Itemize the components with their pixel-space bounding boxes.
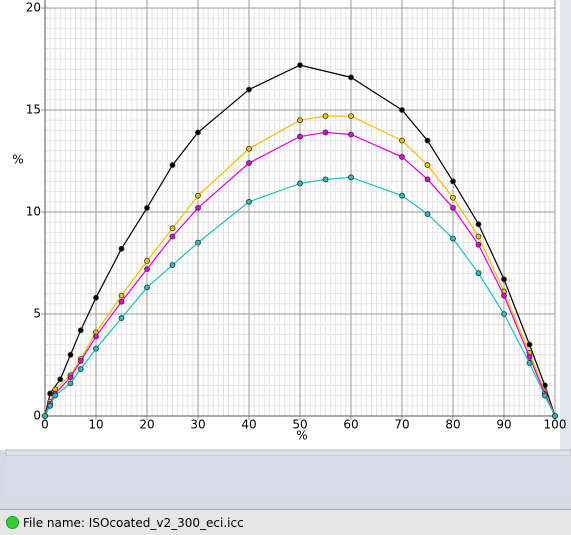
data-point: [501, 292, 507, 299]
y-tick-label: 0: [33, 409, 41, 423]
x-tick-label: 40: [241, 418, 256, 432]
data-point: [475, 241, 482, 248]
data-point: [424, 137, 431, 144]
x-tick-label: 90: [496, 418, 511, 432]
data-point: [450, 235, 456, 242]
data-point: [399, 137, 405, 144]
panel: [6, 456, 571, 496]
x-axis-label: %: [296, 429, 307, 443]
status-icon: [6, 516, 19, 529]
data-point: [348, 113, 354, 120]
data-point: [77, 366, 84, 372]
data-point: [195, 239, 201, 246]
data-point: [246, 145, 252, 152]
data-point: [501, 311, 507, 317]
data-point: [195, 192, 201, 199]
y-tick-label: 10: [26, 205, 41, 219]
data-point: [475, 221, 482, 228]
data-point: [246, 198, 252, 205]
x-tick-label: 60: [343, 418, 358, 432]
data-point: [118, 298, 125, 305]
data-point: [348, 74, 354, 81]
data-point: [297, 180, 303, 187]
data-point: [169, 225, 176, 232]
data-point: [246, 160, 252, 166]
data-point: [118, 315, 125, 321]
x-tick-label: 10: [88, 418, 103, 432]
data-point: [424, 162, 431, 168]
data-point: [424, 211, 431, 217]
data-point: [297, 133, 303, 140]
data-point: [475, 233, 482, 240]
chart: % % 0 10 20 30 40 50 60 70 80 90 100 0 5 10 15 20: [0, 0, 571, 496]
x-tick-label: 30: [190, 418, 205, 432]
file-name: File name: ISOcoated_v2_300_eci.icc: [23, 515, 244, 530]
series-line: [44, 115, 556, 417]
data-point: [93, 345, 99, 352]
data-point: [93, 294, 99, 301]
data-point: [322, 113, 329, 120]
data-point: [42, 413, 48, 419]
data-point: [195, 129, 201, 136]
data-point: [450, 205, 456, 211]
data-point: [67, 380, 74, 387]
data-point: [77, 358, 84, 364]
data-point: [118, 292, 125, 299]
splitter[interactable]: [5, 449, 571, 457]
data-point: [501, 276, 507, 283]
data-point: [144, 205, 150, 211]
series-line: [44, 176, 556, 417]
data-point: [93, 333, 99, 340]
data-point: [144, 266, 150, 273]
data-point: [526, 341, 533, 348]
data-point: [322, 129, 329, 136]
data-point: [526, 353, 533, 360]
data-point: [297, 117, 303, 124]
data-point: [424, 176, 431, 183]
data-point: [399, 192, 405, 199]
data-point: [399, 154, 405, 160]
side-strip: [560, 0, 571, 450]
data-point: [67, 374, 74, 381]
data-point: [144, 284, 150, 291]
data-point: [144, 258, 150, 264]
status-bar: File name: ISOcoated_v2_300_eci.icc: [0, 509, 571, 535]
data-point: [47, 390, 53, 397]
data-point: [297, 62, 303, 69]
y-tick-label: 15: [26, 103, 41, 117]
x-tick-label: 80: [445, 418, 460, 432]
data-point: [399, 107, 405, 113]
data-point: [475, 270, 482, 277]
data-point: [552, 413, 558, 419]
data-point: [348, 131, 354, 138]
data-point: [67, 351, 74, 358]
data-point: [47, 402, 53, 409]
data-point: [348, 174, 354, 181]
data-point: [195, 205, 201, 211]
data-point: [52, 392, 59, 399]
data-point: [77, 327, 84, 334]
data-point: [118, 245, 125, 252]
data-point: [169, 162, 176, 168]
x-tick-label: 20: [139, 418, 154, 432]
data-point: [169, 233, 176, 240]
y-tick-label: 20: [26, 1, 41, 15]
x-tick-label: 0: [41, 418, 49, 432]
data-point: [169, 262, 176, 268]
y-axis-label: %: [12, 153, 23, 167]
data-point: [246, 86, 252, 93]
series-line: [44, 131, 556, 417]
data-point: [450, 178, 456, 185]
x-tick-label: 100: [544, 418, 567, 432]
data-point: [541, 392, 548, 399]
x-tick-label: 70: [394, 418, 409, 432]
x-tick-label: 50: [292, 418, 307, 432]
data-point: [322, 176, 329, 183]
data-point: [526, 360, 533, 366]
data-point: [57, 376, 64, 383]
y-tick-label: 5: [33, 307, 41, 321]
data-point: [450, 194, 456, 201]
